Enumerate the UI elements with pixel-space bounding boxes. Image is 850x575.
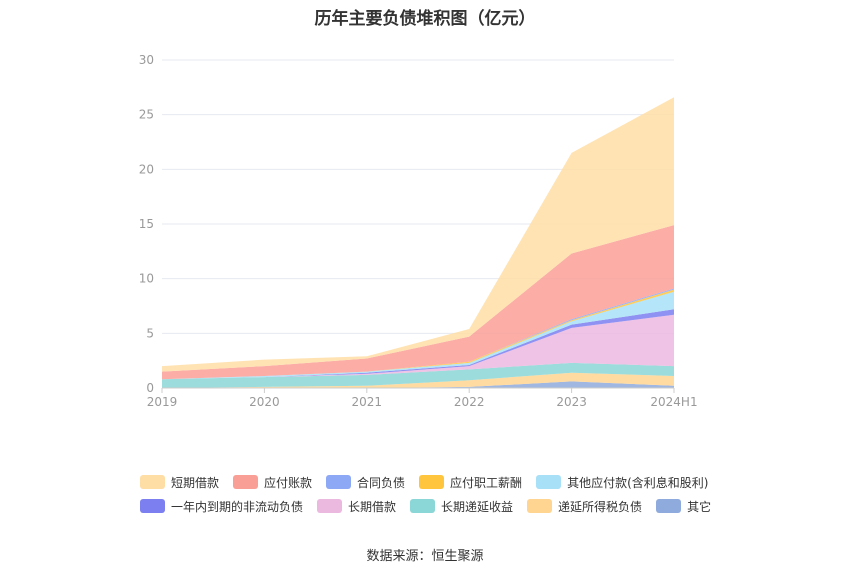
legend-item[interactable]: 其它 [656,498,711,515]
legend-label: 递延所得税负债 [558,499,643,514]
area-其它 [162,381,674,388]
legend-swatch [410,499,436,513]
legend-item[interactable]: 长期借款 [317,498,396,515]
legend-swatch [326,475,352,489]
x-tick-label: 2024H1 [650,395,697,409]
legend-item[interactable]: 合同负债 [326,474,405,491]
legend-swatch [317,499,343,513]
stacked-area-chart: 0 5 10 15 20 25 30 2019 2020 2021 2022 2023 2024H1 [139,53,698,409]
legend-swatch [140,475,165,489]
area-长期借款 [162,314,674,380]
area-长期递延收益 [162,362,674,388]
legend-swatch [419,475,445,489]
x-tick-label: 2020 [249,395,280,409]
legend-item[interactable]: 应付账款 [233,474,312,491]
y-tick-label: 0 [146,381,154,395]
legend-swatch [656,499,682,513]
data-source: 数据来源：恒生聚源 [366,549,484,564]
legend-item[interactable]: 应付职工薪酬 [419,474,522,491]
area-应付账款 [162,225,674,380]
legend-swatch [536,475,562,489]
legend-item[interactable]: 长期递延收益 [410,498,513,515]
legend-swatch [140,499,165,513]
legend-label: 一年内到期的非流动负债 [171,499,304,514]
y-tick-label: 20 [139,162,154,176]
legend-swatch [527,499,553,513]
x-tick-label: 2021 [352,395,383,409]
x-tick-label: 2022 [454,395,485,409]
legend-row: 短期借款 应付账款 合同负债 应付职工薪酬 其他应付款(含利息和股利) [140,470,740,494]
legend-item[interactable]: 递延所得税负债 [527,498,642,515]
y-tick-label: 30 [139,53,154,67]
legend-label: 应付职工薪酬 [450,475,523,490]
legend-item[interactable]: 一年内到期的非流动负债 [140,498,303,515]
legend-label: 长期借款 [348,499,397,514]
legend-item[interactable]: 短期借款 [140,474,219,491]
area-series [162,97,674,388]
legend-label: 其它 [687,499,712,514]
x-tick-label: 2023 [556,395,587,409]
legend-swatch [233,475,259,489]
legend-label: 短期借款 [171,475,220,490]
y-tick-label: 5 [146,326,154,340]
y-tick-label: 15 [139,217,154,231]
legend-label: 合同负债 [357,475,406,490]
axes: 0 5 10 15 20 25 30 2019 2020 2021 2022 2023 2024H1 [139,53,698,409]
y-tick-label: 10 [139,272,154,286]
legend-label: 应付账款 [264,475,313,490]
x-tick-label: 2019 [147,395,178,409]
legend-label: 其他应付款(含利息和股利) [567,475,709,490]
legend-label: 长期递延收益 [441,499,514,514]
legend: 短期借款 应付账款 合同负债 应付职工薪酬 其他应付款(含利息和股利) 一年内到期的非流动… [140,470,740,518]
legend-item[interactable]: 其他应付款(含利息和股利) [536,474,708,491]
area-短期借款 [162,97,674,372]
area-递延所得税负债 [162,372,674,388]
chart-title: 历年主要负债堆积图（亿元） [314,9,536,29]
y-tick-label: 25 [139,108,154,122]
legend-row: 一年内到期的非流动负债 长期借款 长期递延收益 递延所得税负债 其它 [140,494,740,518]
